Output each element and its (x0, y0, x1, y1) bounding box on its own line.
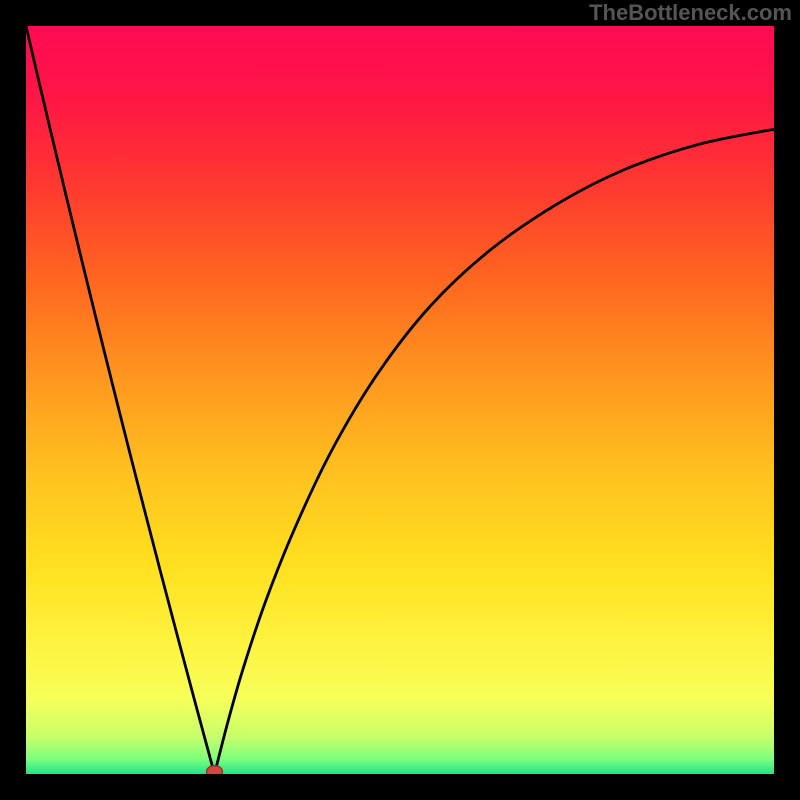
attribution-text: TheBottleneck.com (589, 0, 792, 26)
outer-frame: TheBottleneck.com (0, 0, 800, 800)
chart-svg (26, 26, 774, 774)
gradient-background (26, 26, 774, 774)
plot-area (26, 26, 774, 774)
cusp-marker (206, 766, 222, 774)
